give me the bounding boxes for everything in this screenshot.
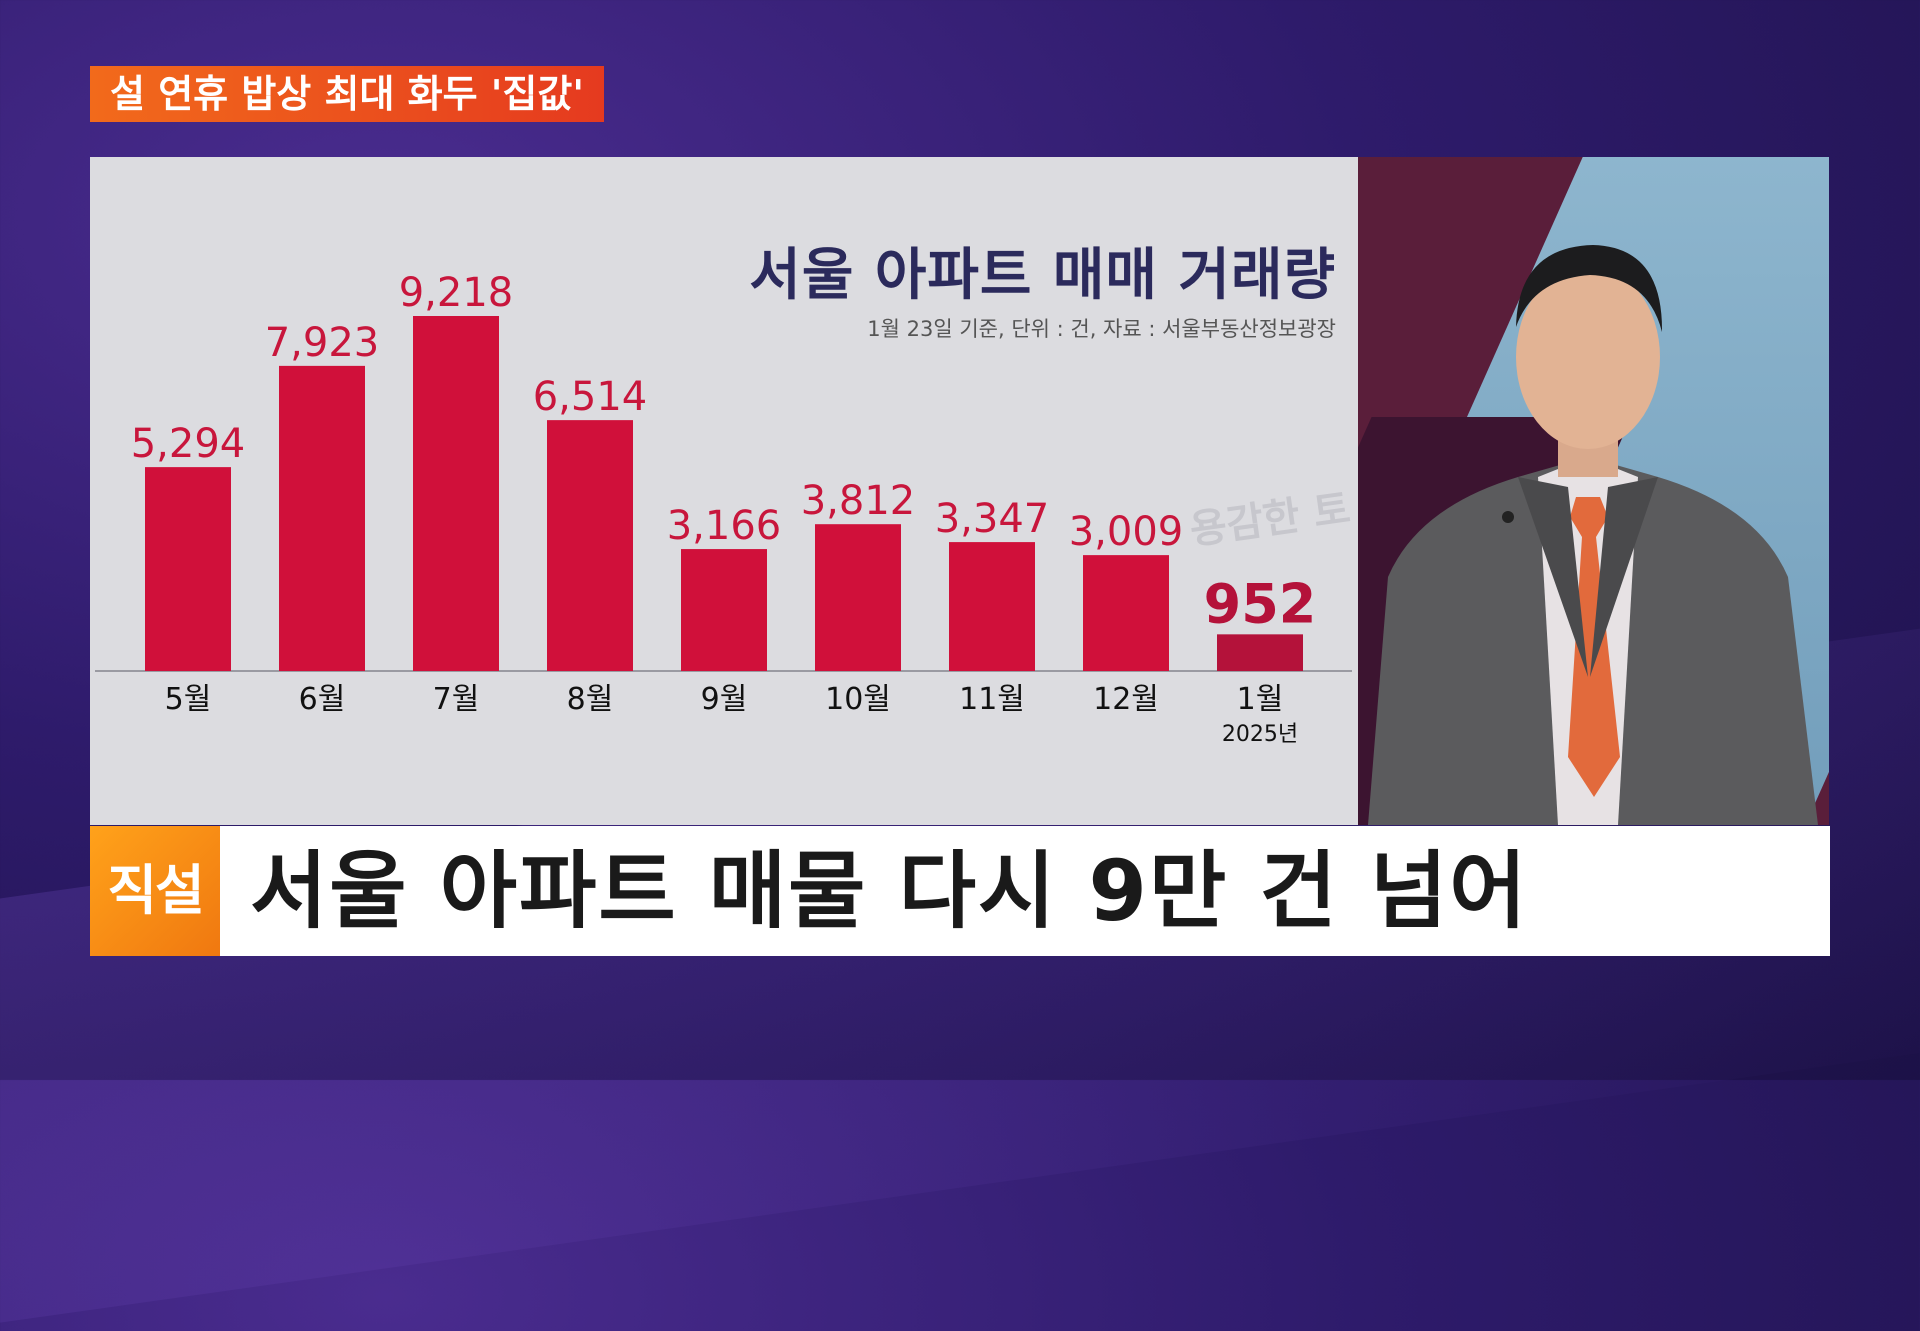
bar-chart: 5,294 5월 7,923 6월 9,218 7월 6,514 8월 3,166 9월 3,812… xyxy=(95,270,1352,747)
bar-value-label: 952 xyxy=(1204,572,1317,635)
bar-value-label: 3,166 xyxy=(667,503,782,549)
x-tick-label: 12월 xyxy=(1093,682,1159,717)
bar xyxy=(279,365,365,671)
topic-tag: 설 연휴 밥상 최대 화두 '집값' xyxy=(90,66,604,122)
year-label: 2025년 xyxy=(1222,722,1298,747)
bar-value-label: 3,347 xyxy=(935,496,1050,542)
bar xyxy=(547,420,633,671)
bar-value-label: 5,294 xyxy=(131,421,246,467)
program-logo: 직설 xyxy=(90,826,220,956)
x-tick-label: 8월 xyxy=(567,682,614,717)
chart-panel: 용감한 토 서울 아파트 매매 거래량 1월 23일 기준, 단위 : 건, 자… xyxy=(90,157,1358,825)
x-tick-label: 9월 xyxy=(701,682,748,717)
bar xyxy=(145,467,231,671)
chart-title: 서울 아파트 매매 거래량 xyxy=(749,243,1336,308)
bar xyxy=(413,316,499,671)
bar xyxy=(681,549,767,671)
bar-value-label: 3,009 xyxy=(1069,509,1184,555)
x-tick-label: 7월 xyxy=(433,682,480,717)
bar xyxy=(1083,555,1169,671)
bar xyxy=(949,542,1035,671)
x-tick-label: 10월 xyxy=(825,682,891,717)
headline-text: 서울 아파트 매물 다시 9만 건 넘어 xyxy=(250,842,1529,940)
headline-banner: 직설 서울 아파트 매물 다시 9만 건 넘어 xyxy=(90,826,1830,956)
x-tick-label: 1월 xyxy=(1237,682,1284,717)
x-tick-label: 11월 xyxy=(959,682,1025,717)
x-tick-label: 6월 xyxy=(299,682,346,717)
bar xyxy=(1217,634,1303,671)
bar-value-label: 9,218 xyxy=(399,270,514,316)
bar xyxy=(815,524,901,671)
x-tick-label: 5월 xyxy=(165,682,212,717)
video-panel xyxy=(1358,157,1829,825)
bar-value-label: 6,514 xyxy=(533,374,648,420)
bar-value-label: 3,812 xyxy=(801,478,916,524)
chart-note: 1월 23일 기준, 단위 : 건, 자료 : 서울부동산정보광장 xyxy=(867,317,1336,341)
presenter-figure xyxy=(1368,245,1818,825)
bar-value-label: 7,923 xyxy=(265,320,380,366)
